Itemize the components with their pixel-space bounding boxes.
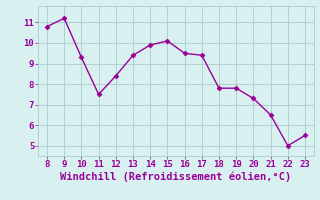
X-axis label: Windchill (Refroidissement éolien,°C): Windchill (Refroidissement éolien,°C) (60, 172, 292, 182)
